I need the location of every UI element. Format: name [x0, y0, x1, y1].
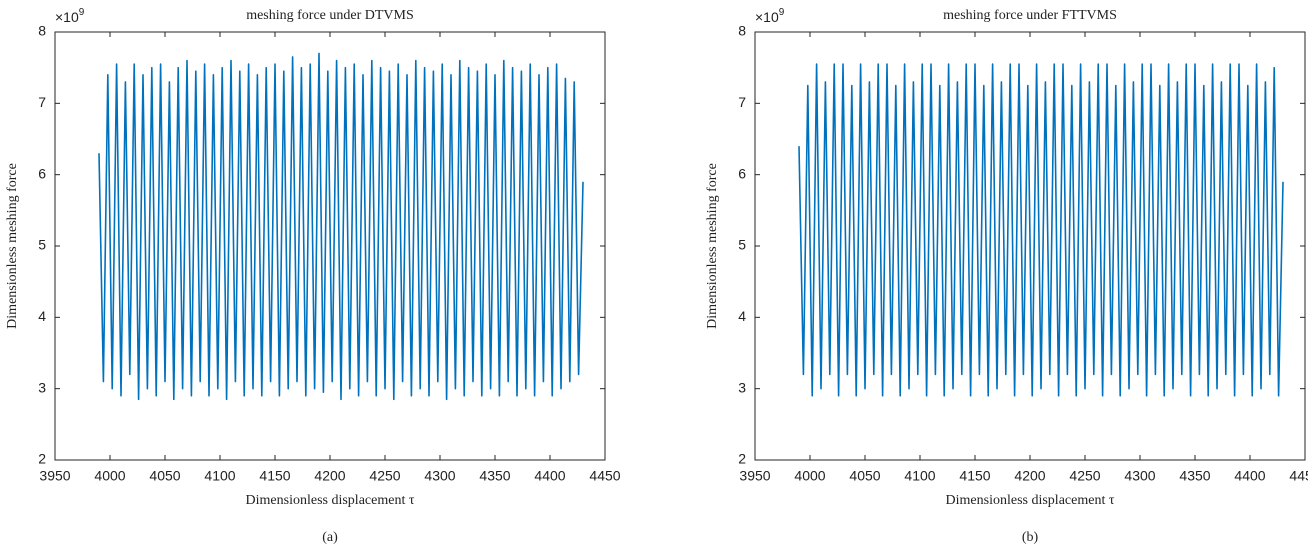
y-tick-label: 2	[38, 451, 46, 467]
x-tick-label: 4400	[534, 468, 565, 484]
chart-title: meshing force under FTTVMS	[943, 8, 1117, 23]
y-tick-label: 7	[38, 94, 46, 110]
x-tick-label: 4200	[1014, 468, 1045, 484]
x-tick-label: 4250	[1069, 468, 1100, 484]
x-tick-label: 4300	[424, 468, 455, 484]
data-line	[98, 52, 584, 401]
x-tick-label: 3950	[739, 468, 770, 484]
x-tick-label: 4150	[959, 468, 990, 484]
y-tick-label: 4	[738, 308, 746, 324]
x-tick-label: 4400	[1234, 468, 1265, 484]
x-tick-label: 4050	[149, 468, 180, 484]
x-tick-label: 3950	[39, 468, 70, 484]
x-tick-label: 4250	[369, 468, 400, 484]
y-tick-label: 5	[738, 237, 746, 253]
x-tick-label: 4150	[259, 468, 290, 484]
x-axis-label: Dimensionless displacement τ	[946, 493, 1115, 508]
multiplier-exponent: 9	[779, 7, 785, 18]
multiplier-exponent: 9	[79, 7, 85, 18]
x-tick-label: 4100	[904, 468, 935, 484]
y-tick-label: 3	[38, 379, 46, 395]
multiplier-base: ×10	[55, 9, 79, 25]
y-tick-label: 2	[738, 451, 746, 467]
y-multiplier: ×109	[755, 7, 785, 25]
y-tick-label: 5	[38, 237, 46, 253]
x-tick-label: 4450	[1289, 468, 1308, 484]
x-tick-label: 4000	[794, 468, 825, 484]
y-tick-label: 4	[38, 308, 46, 324]
caption: (a)	[322, 530, 338, 545]
chart-title: meshing force under DTVMS	[246, 8, 414, 23]
caption: (b)	[1022, 530, 1039, 545]
x-axis-label: Dimensionless displacement τ	[246, 493, 415, 508]
multiplier-base: ×10	[755, 9, 779, 25]
y-tick-label: 8	[38, 23, 46, 39]
y-tick-label: 6	[38, 165, 46, 181]
x-tick-label: 4200	[314, 468, 345, 484]
x-tick-label: 4350	[1179, 468, 1210, 484]
x-tick-label: 4000	[94, 468, 125, 484]
y-multiplier: ×109	[55, 7, 85, 25]
x-tick-label: 4300	[1124, 468, 1155, 484]
y-axis-label: Dimensionless meshing force	[705, 163, 720, 329]
y-tick-label: 8	[738, 23, 746, 39]
y-axis-label: Dimensionless meshing force	[5, 163, 20, 329]
y-tick-label: 6	[738, 165, 746, 181]
data-line	[798, 63, 1284, 397]
x-tick-label: 4450	[589, 468, 620, 484]
y-tick-label: 3	[738, 379, 746, 395]
x-tick-label: 4100	[204, 468, 235, 484]
x-tick-label: 4350	[479, 468, 510, 484]
x-tick-label: 4050	[849, 468, 880, 484]
y-tick-label: 7	[738, 94, 746, 110]
